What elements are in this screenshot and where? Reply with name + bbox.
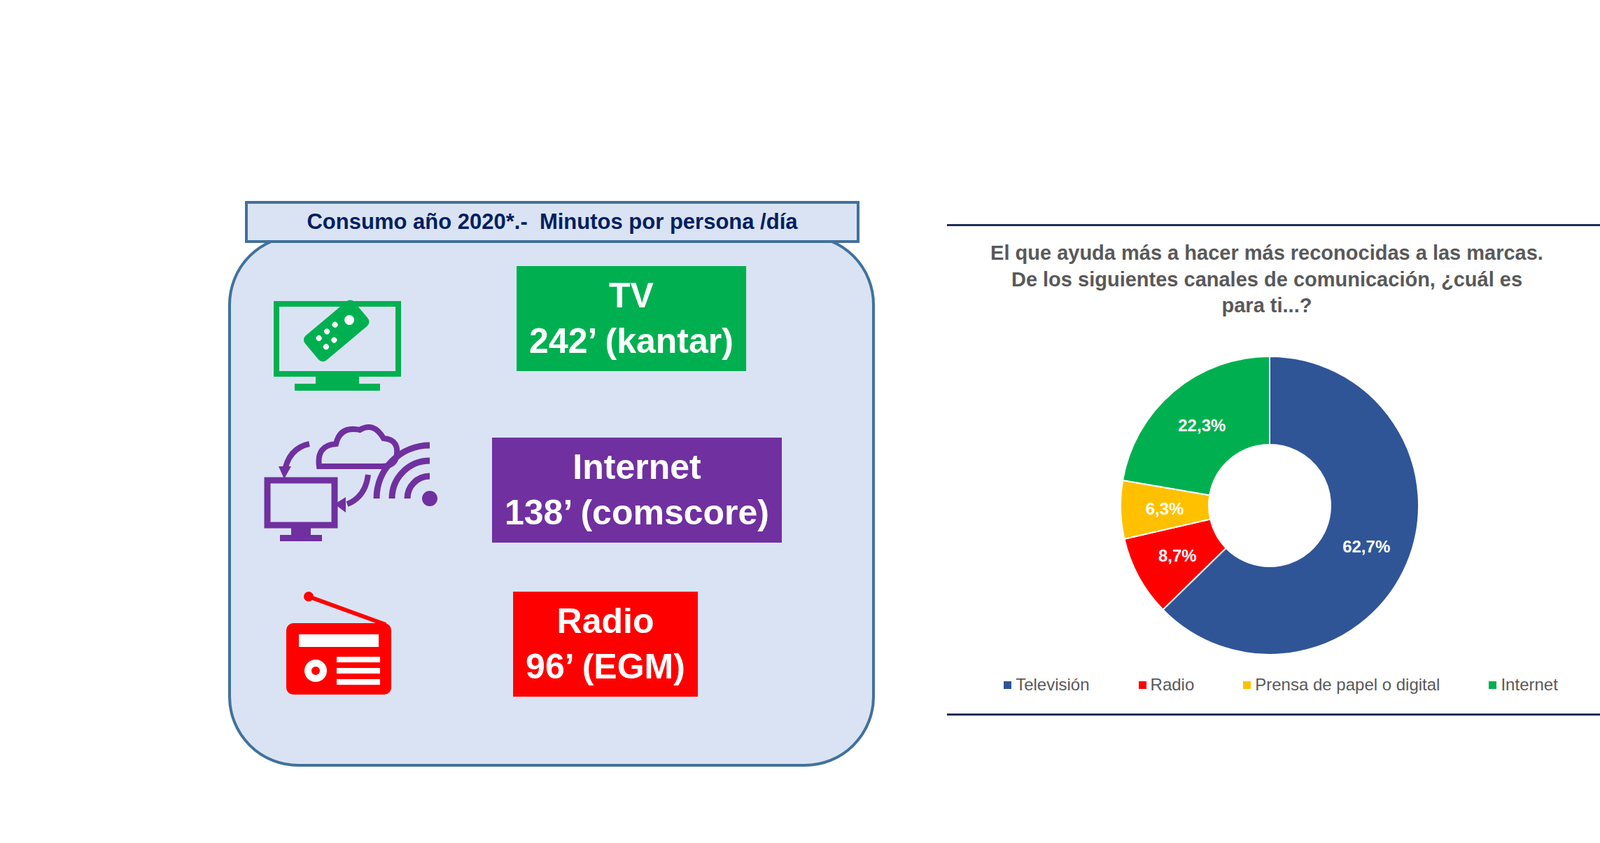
html-text:Radio: Radio (556, 601, 655, 641)
svg-text:22,3%: 22,3% (1177, 415, 1226, 435)
html-text:Internet: Internet (1500, 674, 1558, 694)
svg-text:8,7%: 8,7% (1158, 545, 1197, 565)
html-text:Radio: Radio (1150, 674, 1195, 694)
svg-text:62,7%: 62,7% (1342, 536, 1391, 556)
html-text:Televisión: Televisión (1015, 674, 1090, 694)
html-text:Consumo año 2020*.- Minutos po: Consumo año 2020*.- Minutos por persona … (306, 209, 798, 234)
html-text:TV: TV (608, 275, 654, 315)
html-text:El que ayuda más a hacer más r: El que ayuda más a hacer más reconocidas… (990, 241, 1544, 317)
svg-text:6,3%: 6,3% (1145, 499, 1185, 518)
html-text:242’ (kantar): 242’ (kantar) (529, 321, 734, 361)
html-text:96’ (EGM): 96’ (EGM) (525, 646, 686, 686)
html-text:138’ (comscore): 138’ (comscore) (504, 492, 770, 532)
html-text:Internet: Internet (572, 447, 702, 487)
html-text:Prensa de papel o digital: Prensa de papel o digital (1255, 674, 1441, 694)
